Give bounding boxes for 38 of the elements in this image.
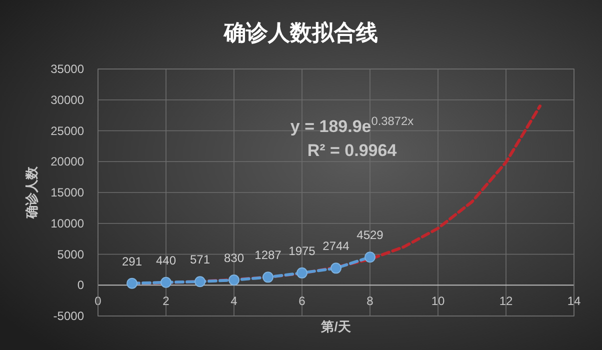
point	[160, 276, 172, 288]
data-label: 1287	[254, 248, 282, 262]
y-tick-label: 30000	[50, 92, 84, 107]
x-tick-label: 10	[431, 294, 445, 308]
x-axis-title: 第/天	[320, 319, 352, 334]
data-label: 440	[156, 253, 176, 268]
annotation: R² = 0.9964	[307, 141, 398, 160]
point	[296, 267, 308, 278]
data-label: 1975	[288, 244, 316, 258]
point	[262, 272, 274, 283]
y-tick-label: 25000	[50, 124, 84, 138]
data-label: 291	[122, 254, 142, 268]
y-tick-label: 20000	[50, 154, 84, 169]
point	[228, 274, 240, 286]
x-tick-label: 4	[230, 294, 238, 308]
data-label: 571	[190, 252, 210, 267]
point	[126, 278, 138, 289]
x-tick-label: 2	[162, 294, 170, 308]
y-tick-label: 35000	[50, 62, 84, 76]
point	[330, 262, 342, 274]
point	[364, 252, 376, 263]
data-label: 4529	[356, 228, 384, 242]
y-tick-label: 5000	[57, 247, 84, 262]
annotation: y = 189.9e$^{0.3872x}$	[290, 114, 414, 136]
y-tick-label: 15000	[50, 186, 84, 200]
x-tick-label: 6	[298, 294, 306, 308]
x-tick-label: 8	[366, 294, 374, 308]
x-tick-label: 14	[567, 294, 581, 308]
chart-title: 确诊人数拟合线	[223, 20, 378, 45]
y-tick-label: 0	[77, 278, 84, 292]
y-tick-label: -5000	[53, 309, 84, 323]
y-axis-title: 确诊人数	[24, 166, 39, 220]
data-label: 2744	[322, 239, 350, 254]
x-tick-label: 12	[499, 294, 513, 308]
y-tick-label: 10000	[50, 216, 84, 230]
data-label: 830	[224, 251, 244, 265]
x-tick-label: 0	[94, 294, 102, 308]
point	[194, 276, 206, 288]
